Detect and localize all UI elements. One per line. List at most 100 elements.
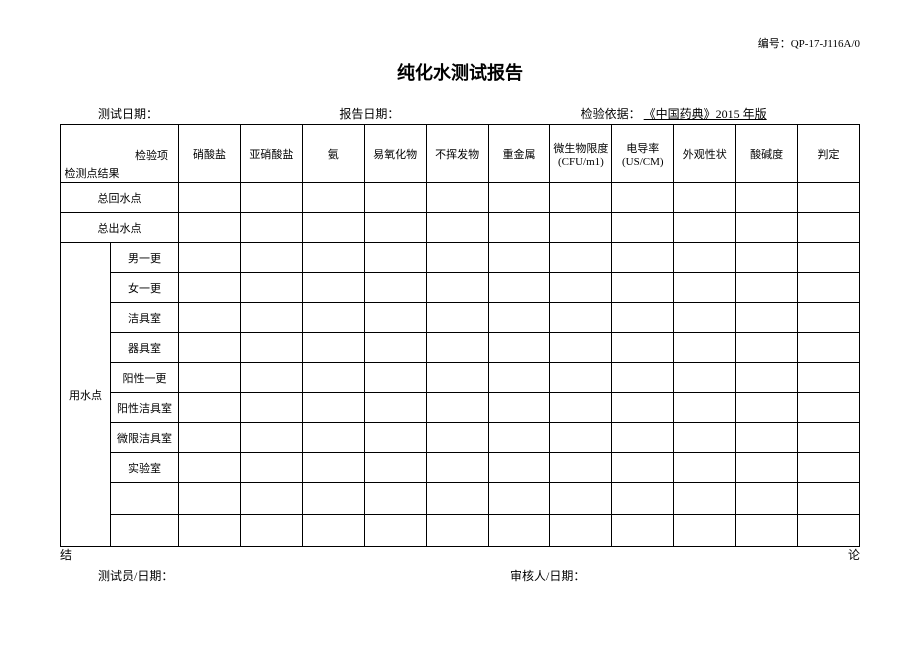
col-ph: 酸碱度 [736, 125, 798, 183]
cell [364, 243, 426, 273]
cell [426, 393, 488, 423]
cell [488, 273, 550, 303]
header-diagonal: 检验项 检测点结果 [61, 125, 179, 183]
cell [488, 213, 550, 243]
basis-value: 《中国药典》2015 年版 [644, 107, 767, 121]
cell [550, 363, 612, 393]
cell [364, 393, 426, 423]
table-row: 用水点 男一更 [61, 243, 860, 273]
cell [179, 273, 241, 303]
col-appearance: 外观性状 [674, 125, 736, 183]
cell [364, 483, 426, 515]
cell [179, 453, 241, 483]
cell [612, 515, 674, 547]
cell [612, 393, 674, 423]
cell [488, 423, 550, 453]
cell [179, 183, 241, 213]
table-row: 总出水点 [61, 213, 860, 243]
cell [798, 333, 860, 363]
cell [302, 453, 364, 483]
cell [364, 183, 426, 213]
cell [240, 273, 302, 303]
basis-label: 检验依据： 《中国药典》2015 年版 [581, 105, 822, 122]
cell [612, 423, 674, 453]
cell [550, 213, 612, 243]
cell [179, 303, 241, 333]
cell [364, 213, 426, 243]
cell [550, 453, 612, 483]
cell [302, 363, 364, 393]
cell [612, 483, 674, 515]
row-sub-3: 器具室 [111, 333, 179, 363]
cell [736, 515, 798, 547]
cell [426, 333, 488, 363]
cell [674, 423, 736, 453]
row-sub-5: 阳性洁具室 [111, 393, 179, 423]
cell [302, 423, 364, 453]
cell [240, 333, 302, 363]
cell [736, 363, 798, 393]
cell [302, 303, 364, 333]
cell [736, 243, 798, 273]
col-nitrate: 硝酸盐 [179, 125, 241, 183]
header-bottom-label: 检测点结果 [65, 165, 120, 181]
cell [612, 213, 674, 243]
cell [179, 515, 241, 547]
cell [364, 303, 426, 333]
cell [798, 453, 860, 483]
cell [798, 393, 860, 423]
table-row [61, 515, 860, 547]
col-microbe-label: 微生物限度 [552, 140, 609, 156]
report-date-label: 报告日期： [339, 105, 580, 122]
cell [240, 453, 302, 483]
row-sub-4: 阳性一更 [111, 363, 179, 393]
cell [240, 363, 302, 393]
cell [488, 183, 550, 213]
cell [426, 483, 488, 515]
row-sub-2: 洁具室 [111, 303, 179, 333]
document-number: 编号：QP-17-J116A/0 [60, 35, 860, 51]
test-date-label: 测试日期： [98, 105, 339, 122]
cell [240, 213, 302, 243]
cell [179, 363, 241, 393]
cell [550, 515, 612, 547]
conclusion-left: 结 [60, 546, 72, 563]
table-header-row: 检验项 检测点结果 硝酸盐 亚硝酸盐 氨 易氧化物 不挥发物 重金属 微生物限度… [61, 125, 860, 183]
cell [798, 243, 860, 273]
cell [240, 515, 302, 547]
cell [550, 273, 612, 303]
table-row: 女一更 [61, 273, 860, 303]
cell [488, 453, 550, 483]
tester-label: 测试员/日期： [98, 567, 410, 584]
cell [426, 273, 488, 303]
row-usage-point: 用水点 [61, 243, 111, 547]
cell [302, 393, 364, 423]
cell [426, 303, 488, 333]
report-table: 检验项 检测点结果 硝酸盐 亚硝酸盐 氨 易氧化物 不挥发物 重金属 微生物限度… [60, 124, 860, 547]
cell [674, 453, 736, 483]
cell [736, 423, 798, 453]
cell [674, 183, 736, 213]
cell [302, 515, 364, 547]
reviewer-label: 审核人/日期： [410, 567, 822, 584]
cell [674, 303, 736, 333]
col-heavymetal: 重金属 [488, 125, 550, 183]
cell [426, 423, 488, 453]
cell [736, 303, 798, 333]
cell [612, 303, 674, 333]
cell [798, 213, 860, 243]
cell [612, 333, 674, 363]
cell [302, 183, 364, 213]
table-row: 总回水点 [61, 183, 860, 213]
cell [550, 393, 612, 423]
cell [302, 333, 364, 363]
table-row [61, 483, 860, 515]
cell [674, 515, 736, 547]
cell [674, 393, 736, 423]
cell [364, 515, 426, 547]
cell [736, 453, 798, 483]
cell [736, 273, 798, 303]
header-top-label: 检验项 [63, 145, 176, 163]
cell [240, 243, 302, 273]
cell [488, 243, 550, 273]
